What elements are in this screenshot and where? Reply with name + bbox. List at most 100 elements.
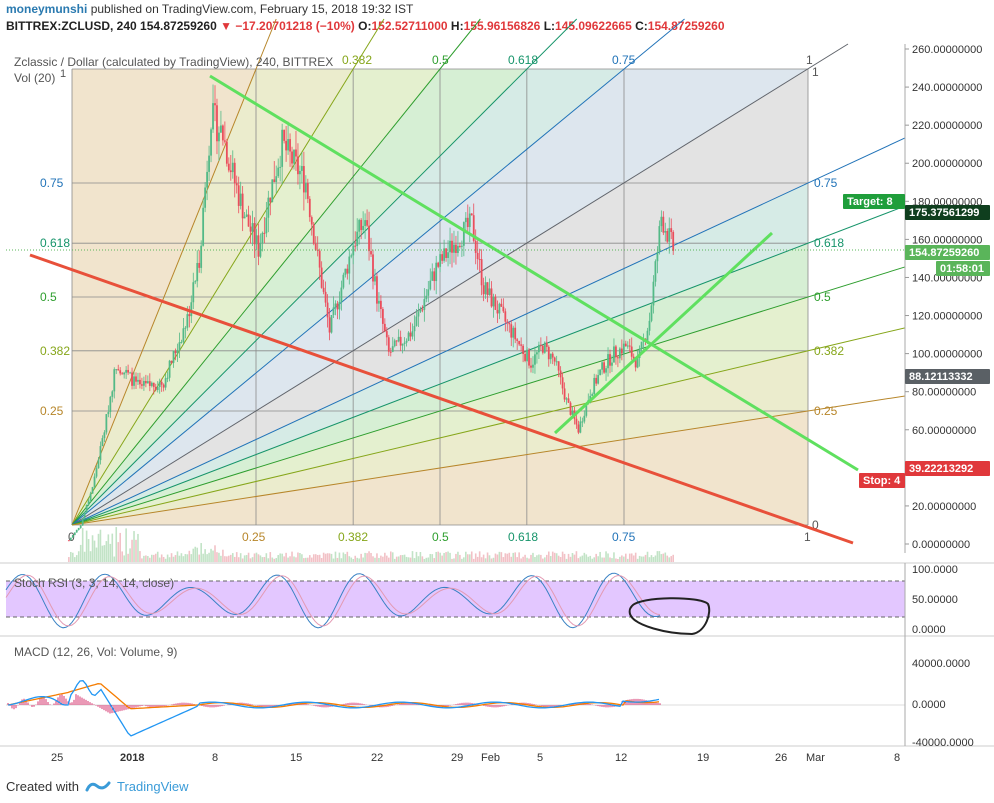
volume-bar: [451, 558, 453, 562]
candle-body: [476, 252, 479, 260]
candle-body: [579, 421, 582, 433]
gann-fan-ray: [71, 18, 578, 526]
volume-bar: [336, 557, 339, 562]
volume-bar: [295, 557, 297, 562]
volume-bar: [453, 558, 455, 562]
candle-body: [245, 214, 248, 217]
candle-body: [113, 369, 116, 392]
candle-body: [247, 214, 250, 227]
volume-bar: [269, 552, 272, 562]
volume-bar: [389, 551, 392, 562]
volume-bar: [455, 553, 457, 562]
candle-body: [617, 357, 619, 359]
candle-body: [302, 166, 305, 193]
candle-body: [330, 315, 333, 333]
target-label: Target: 8: [847, 196, 893, 208]
volume-bar: [251, 557, 254, 562]
volume-bar: [285, 552, 287, 562]
candle-body: [595, 377, 598, 384]
volume-bar: [642, 556, 645, 562]
candle-body: [569, 402, 572, 415]
candle-body: [632, 356, 635, 359]
candle-body: [433, 271, 436, 282]
gann-label-bottom: 0: [812, 518, 819, 532]
volume-bar: [340, 558, 343, 562]
author-link[interactable]: moneymunshi: [6, 2, 88, 16]
volume-bar: [524, 554, 526, 562]
volume-bar: [571, 553, 574, 562]
volume-bar: [202, 553, 204, 562]
volume-bar: [607, 553, 609, 562]
volume-bar: [332, 558, 335, 562]
red-trendline[interactable]: [29, 253, 854, 545]
volume-bar: [547, 551, 550, 562]
tradingview-link[interactable]: TradingView: [116, 778, 189, 794]
volume-bar: [265, 553, 268, 562]
volume-bar: [127, 553, 129, 562]
candle-body: [399, 336, 402, 346]
volume-bar: [411, 551, 414, 562]
candle-body: [380, 300, 382, 310]
price-axis-label: 160.00000000: [912, 234, 982, 246]
volume-bar: [289, 556, 291, 562]
candle-body: [565, 398, 568, 400]
chart-canvas[interactable]: 0.75 0.618 0.5 0.382 0.25 0.75 0.618 0.5 0.382 0.…: [0, 0, 994, 770]
volume-bar: [504, 553, 507, 562]
volume-bar: [233, 556, 236, 562]
candle-body: [79, 525, 82, 528]
candle-body: [421, 309, 424, 311]
candle-body: [239, 193, 242, 206]
candle-body: [223, 140, 226, 142]
trendline-price-tag: 88.12113332: [909, 371, 973, 383]
candle-body: [451, 240, 453, 253]
volume-bar: [654, 555, 657, 562]
volume-bar: [470, 551, 473, 562]
candle-body: [91, 487, 94, 494]
candle-body: [378, 300, 380, 304]
volume-bar: [474, 553, 477, 562]
candle-body: [304, 183, 307, 193]
candle-body: [227, 163, 230, 171]
volume-bar: [301, 554, 303, 562]
volume-bar: [500, 552, 503, 562]
volume-bar: [459, 554, 461, 562]
candle-body: [628, 345, 631, 347]
candle-body: [301, 166, 303, 171]
candle-body: [518, 340, 521, 345]
price-axis-label: 0.00000000: [912, 539, 970, 551]
candle-body: [462, 222, 465, 246]
low-label: L:: [543, 19, 556, 33]
gann-label-left: 0.618: [40, 236, 70, 250]
time-axis-label: 5: [537, 752, 543, 764]
candle-body: [139, 379, 141, 385]
candle-body: [648, 320, 651, 331]
hand-drawn-circle[interactable]: [628, 597, 711, 636]
candle-body: [474, 240, 477, 253]
volume-bar: [299, 552, 301, 562]
target-price-tag-bg: [905, 205, 990, 220]
candle-body: [152, 382, 155, 387]
volume-bar: [403, 554, 406, 562]
volume-bar: [496, 554, 499, 562]
candle-body: [609, 354, 611, 366]
gann-label-left: 0.382: [40, 344, 70, 358]
volume-bar: [463, 557, 465, 562]
volume-bar: [89, 551, 92, 562]
ohlc-line: BITTREX:ZCLUSD, 240 154.87259260 ▼ −17.2…: [6, 19, 725, 33]
volume-bar: [388, 557, 390, 562]
volume-bar: [488, 555, 491, 562]
volume-bar: [542, 558, 544, 562]
candle-body: [601, 362, 603, 370]
volume-bar: [178, 555, 181, 562]
green-downtrend-line[interactable]: [209, 74, 859, 472]
candle-body: [350, 255, 353, 257]
time-axis-label: 26: [775, 752, 787, 764]
volume-bar: [318, 554, 321, 562]
candle-body: [551, 353, 554, 358]
volume-bar: [200, 543, 202, 562]
gann-label-right: 0.382: [814, 344, 844, 358]
volume-bar: [555, 553, 558, 562]
volume-bar: [662, 553, 665, 562]
green-uptrend-line[interactable]: [553, 231, 774, 435]
candle-body: [75, 529, 78, 533]
